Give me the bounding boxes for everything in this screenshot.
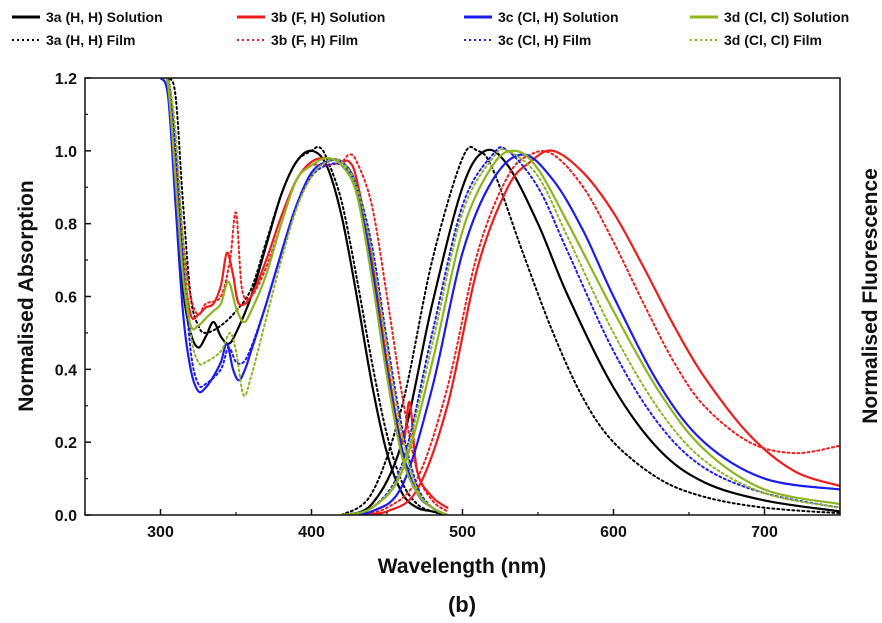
x-axis-label: Wavelength (nm) [378, 555, 546, 578]
legend-entry-label: 3a (H, H) Film [46, 32, 135, 48]
series-line-fluorescence-5 [340, 146, 840, 515]
legend-entry-label: 3c (Cl, H) Solution [498, 9, 619, 25]
legend-entry-label: 3b (F, H) Solution [271, 9, 385, 25]
y-tick-label: 0.4 [55, 362, 77, 379]
legend-entry-label: 3c (Cl, H) Film [498, 32, 591, 48]
legend: 3a (H, H) Solution 3a (H, H) Film 3b (F, H… [12, 9, 849, 48]
legend-entry-label: 3d (Cl, Cl) Film [724, 32, 822, 48]
plot-area [84, 77, 841, 516]
panel-label: (b) [448, 592, 476, 617]
series-line-fluorescence-1 [340, 145, 840, 515]
x-tick-label: 300 [147, 524, 174, 541]
y-tick-label: 1.0 [55, 144, 77, 161]
series-layer [159, 78, 840, 515]
series-line-fluorescence-3 [355, 150, 840, 515]
series-line-absorption-7 [159, 78, 449, 515]
y-axis-label-right: Normalised Fluorescence [859, 168, 882, 424]
y-tick-label: 0.0 [55, 508, 77, 525]
series-line-absorption-4 [159, 78, 449, 515]
legend-entry-label: 3d (Cl, Cl) Solution [724, 9, 849, 25]
series-line-fluorescence-7 [340, 148, 840, 515]
y-tick-label: 0.8 [55, 217, 77, 234]
x-tick-label: 600 [600, 524, 627, 541]
series-line-absorption-5 [159, 78, 449, 515]
x-tick-label: 500 [449, 524, 476, 541]
y-tick-label: 0.2 [55, 435, 77, 452]
y-axis-label-left: Normalised Absorption [15, 180, 38, 411]
y-axis: 0.0 0.2 0.4 0.6 0.8 1.0 1.2 [55, 71, 91, 525]
x-tick-label: 400 [298, 524, 325, 541]
plot-frame [84, 77, 841, 516]
y-tick-label: 1.2 [55, 71, 77, 88]
x-tick-label: 700 [751, 524, 778, 541]
x-axis: 300 400 500 600 700 [84, 509, 841, 541]
legend-entry-label: 3b (F, H) Film [271, 32, 358, 48]
series-line-absorption-1 [159, 78, 449, 515]
series-line-fluorescence-2 [355, 149, 840, 515]
legend-entry-label: 3a (H, H) Solution [46, 9, 163, 25]
y-tick-label: 0.6 [55, 290, 77, 307]
series-line-fluorescence-6 [340, 149, 840, 515]
